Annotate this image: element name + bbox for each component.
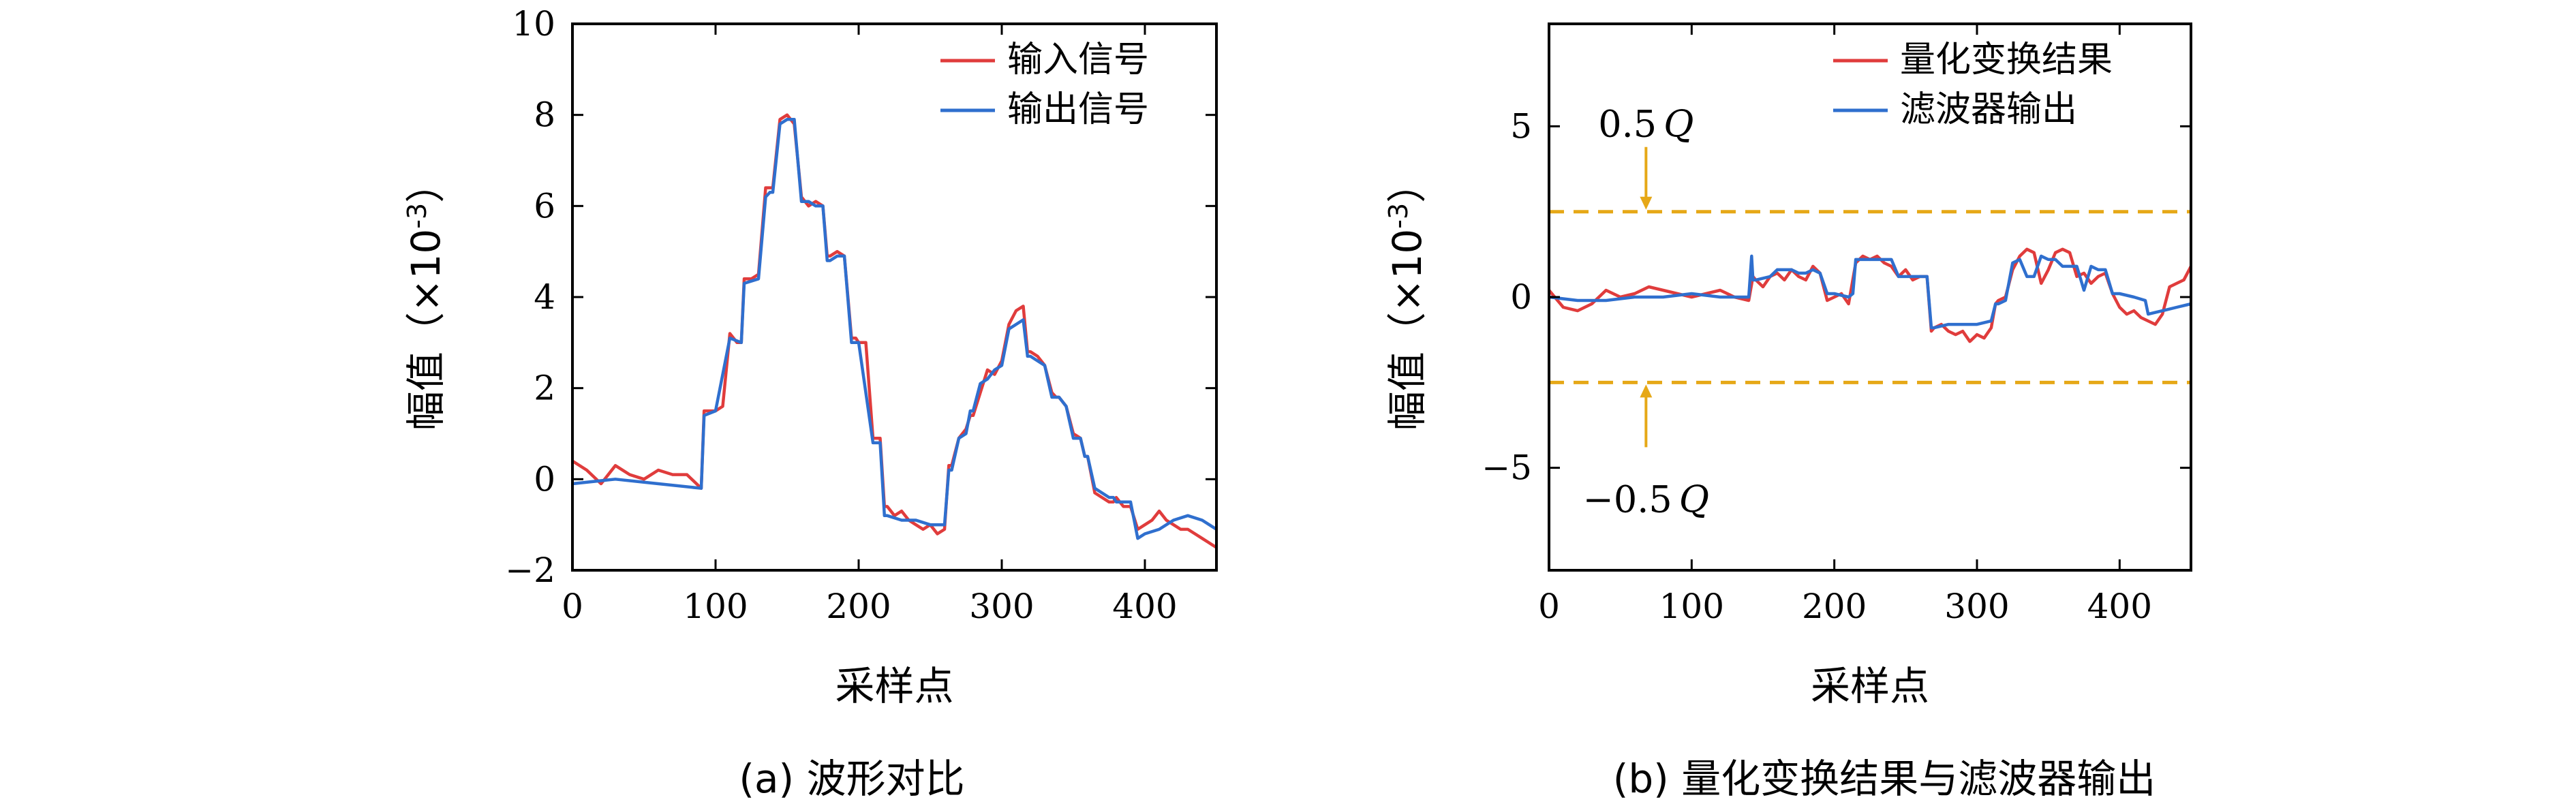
annotation-arrowhead — [1640, 384, 1653, 398]
annotation-label: −0.5 Q — [1583, 478, 1709, 521]
y-tick-label: 0 — [534, 459, 555, 499]
y-tick-label: 4 — [534, 277, 555, 317]
legend-label: 输入信号 — [1007, 40, 1149, 80]
x-tick-label: 300 — [969, 587, 1034, 626]
x-tick-label: 100 — [683, 587, 748, 626]
y-tick-label: 10 — [512, 4, 555, 44]
legend-label: 量化变换结果 — [1900, 40, 2113, 80]
legend-label: 滤波器输出 — [1900, 89, 2077, 130]
x-axis-label: 采样点 — [835, 663, 953, 709]
caption-b: (b) 量化变换结果与滤波器输出 — [1613, 756, 2156, 802]
y-axis-label: 幅值（×10-3） — [402, 164, 449, 431]
series-line-blue — [1548, 254, 2192, 330]
x-axis-label: 采样点 — [1811, 663, 1929, 709]
y-tick-label: 8 — [534, 95, 555, 135]
y-tick-label: 5 — [1510, 106, 1532, 146]
y-tick-label: 2 — [534, 369, 555, 408]
legend-label: 输出信号 — [1007, 89, 1149, 130]
y-axis-label: 幅值（×10-3） — [1383, 164, 1430, 431]
x-tick-label: 300 — [1944, 587, 2009, 626]
series-line-red — [571, 113, 1218, 549]
chart-b: 0 100 200 300 400 −5 0 5 采样点 幅值（×10-3） 量化变换结果滤波器输出… — [1383, 22, 2192, 709]
y-tick-label: −2 — [505, 551, 555, 590]
x-tick-label: 200 — [826, 587, 891, 626]
x-tick-label: 0 — [1538, 587, 1560, 626]
x-tick-label: 400 — [2087, 587, 2152, 626]
series-line-red — [1548, 247, 2192, 343]
caption-a: (a) 波形对比 — [739, 756, 964, 802]
y-tick-label: −5 — [1482, 448, 1532, 488]
annotation-arrowhead — [1640, 196, 1653, 210]
x-tick-label: 0 — [562, 587, 583, 626]
y-tick-label: 0 — [1510, 277, 1532, 317]
series-line-blue — [572, 118, 1218, 540]
chart-a: 0 100 200 300 400−20246810采样点幅值（×10-3）输入信号输出… — [402, 4, 1218, 709]
y-tick-label: 6 — [534, 186, 555, 226]
x-tick-label: 400 — [1112, 587, 1177, 626]
x-tick-label: 100 — [1659, 587, 1724, 626]
annotation-label: 0.5 Q — [1598, 103, 1693, 146]
x-tick-label: 200 — [1802, 587, 1867, 626]
